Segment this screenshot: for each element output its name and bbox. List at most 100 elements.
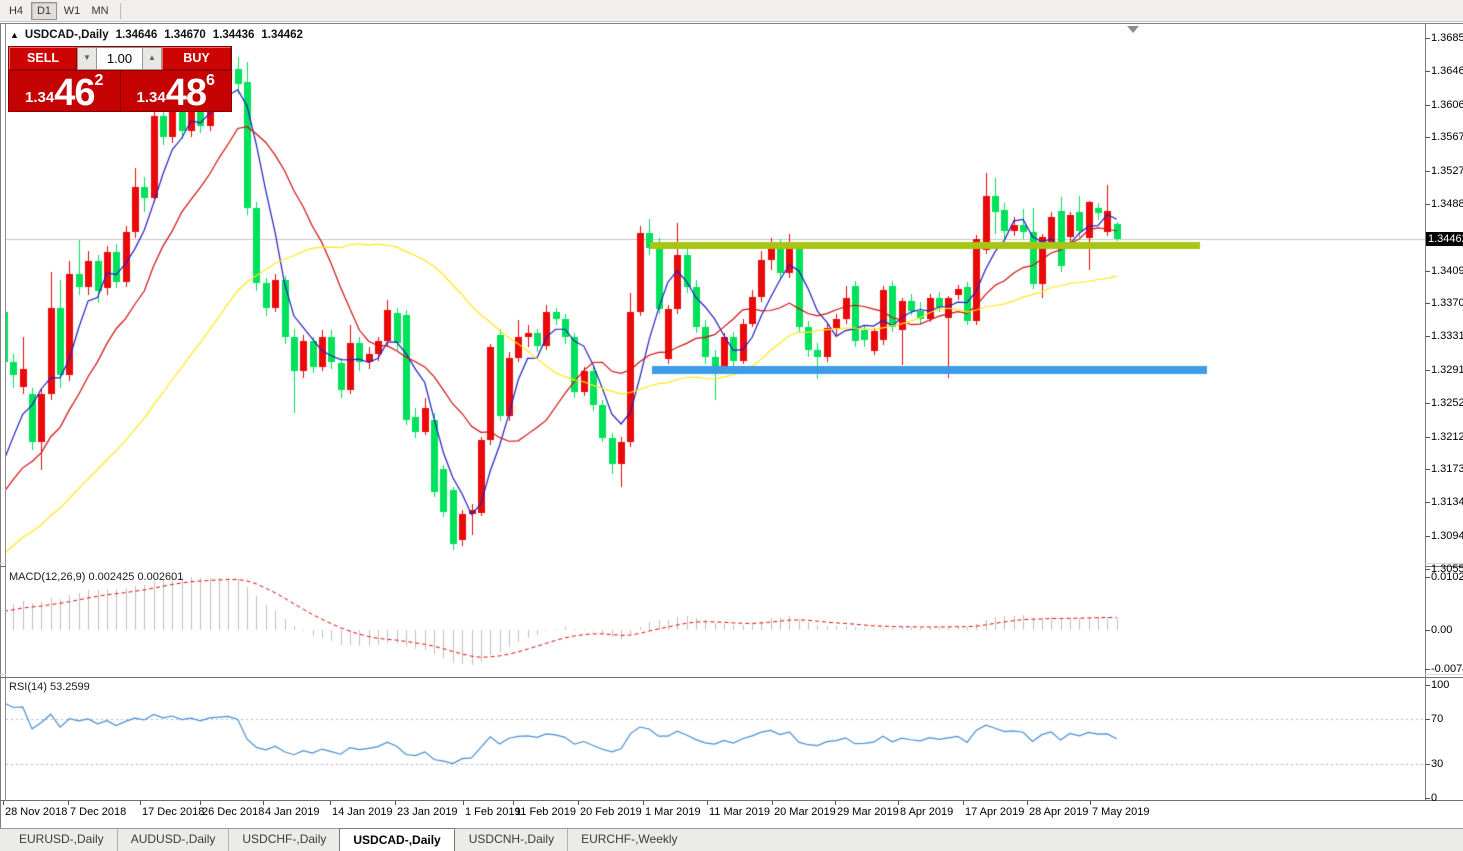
tab-item-audusd-daily[interactable]: AUDUSD-,Daily [116, 829, 229, 851]
macd-axis-label: 0.00 [1431, 624, 1453, 636]
timeframe-toolbar: H4 D1 W1 MN [0, 0, 1463, 22]
date-axis-label: 8 Apr 2019 [900, 806, 954, 818]
date-axis-label: 29 Mar 2019 [837, 806, 899, 818]
price-tick [1425, 336, 1430, 338]
ohlc-close: 1.34462 [261, 29, 303, 41]
date-tick [1027, 801, 1028, 805]
date-axis-label: 1 Feb 2019 [465, 806, 521, 818]
date-axis-label: 4 Jan 2019 [265, 806, 320, 818]
sell-price-pip: 2 [94, 72, 104, 89]
tab-item-eurusd-daily[interactable]: EURUSD-,Daily [19, 832, 104, 846]
price-axis-label: 1.31730 [1431, 463, 1463, 476]
chart-symbol-label: USDCAD-,Daily [24, 29, 109, 41]
date-axis-label: 1 Mar 2019 [645, 806, 701, 818]
rsi-pane-canvas[interactable] [6, 678, 1425, 799]
price-tick [1425, 402, 1430, 404]
sell-price-button[interactable]: 1.34 46 2 [9, 71, 121, 112]
price-axis-label: 1.34880 [1431, 198, 1463, 210]
timeframe-buttons: H4 D1 W1 MN [2, 1, 114, 20]
date-tick [68, 801, 69, 805]
timeframe-button-h4[interactable]: H4 [8, 4, 24, 17]
date-axis-label: 28 Nov 2018 [5, 806, 68, 818]
timeframe-button-d1[interactable]: D1 [31, 1, 57, 20]
toolbar-separator [120, 2, 121, 19]
timeframe-button-mn[interactable]: MN [91, 4, 109, 17]
pane-separator-rsi-dates [0, 800, 1463, 801]
date-tick [898, 801, 899, 805]
volume-decrease-icon[interactable]: ▼ [77, 47, 97, 70]
price-tick [1425, 204, 1430, 205]
date-tick [963, 801, 964, 805]
macd-tick [1425, 668, 1430, 670]
buy-price-pip: 6 [206, 72, 215, 89]
price-axis-label: 1.36060 [1431, 98, 1463, 111]
date-tick [578, 801, 579, 805]
buy-button[interactable]: BUY [162, 47, 231, 70]
tab-item-eurchf-weekly[interactable]: EURCHF-,Weekly [567, 829, 690, 851]
rsi-label: RSI(14) 53.2599 [9, 681, 90, 693]
date-axis-label: 11 Feb 2019 [515, 806, 576, 818]
price-tick [1425, 137, 1430, 139]
price-tick [1425, 502, 1430, 504]
price-axis-label: 1.36850 [1431, 32, 1463, 44]
price-tick [1425, 568, 1430, 570]
rsi-axis-label: 30 [1431, 757, 1444, 770]
rsi-tick [1425, 718, 1430, 720]
chart-shift-marker-icon[interactable] [1127, 26, 1139, 33]
date-axis-label: 17 Apr 2019 [965, 806, 1025, 818]
macd-tick [1425, 577, 1430, 578]
price-axis-label: 1.35670 [1431, 131, 1463, 144]
price-axis-label: 1.36460 [1431, 64, 1463, 77]
date-axis-label: 17 Dec 2018 [142, 806, 205, 818]
ohlc-high: 1.34670 [164, 29, 206, 41]
macd-label: MACD(12,26,9) 0.002425 0.002601 [9, 571, 184, 583]
price-tick [1425, 370, 1430, 372]
collapse-panel-icon[interactable]: ▲ [10, 30, 19, 40]
symbol-tab-bar: EURUSD-,Daily AUDUSD-,Daily USDCHF-,Daily U… [0, 828, 1463, 851]
date-tick [643, 801, 644, 805]
sell-button[interactable]: SELL [9, 47, 77, 70]
buy-price-prefix: 1.34 [136, 89, 166, 106]
date-axis-label: 20 Mar 2019 [774, 806, 836, 818]
rsi-tick [1425, 685, 1430, 686]
chart-window-left-border [0, 23, 1, 828]
price-tick [1425, 436, 1430, 438]
pane-separator-macd-rsi[interactable] [0, 677, 1463, 678]
macd-tick [1425, 630, 1430, 631]
tab-item-usdcad-daily[interactable]: USDCAD-,Daily [339, 828, 455, 851]
volume-increase-icon[interactable]: ▲ [142, 47, 162, 70]
price-tick [1425, 70, 1430, 72]
rsi-axis-label: 100 [1431, 679, 1450, 691]
chart-window-top-border [0, 23, 1463, 24]
date-tick [513, 801, 514, 805]
tab-item-usdchf-daily[interactable]: USDCHF-,Daily [228, 829, 339, 851]
price-axis-label: 1.35270 [1431, 165, 1463, 178]
date-axis-label: 7 Dec 2018 [70, 806, 127, 818]
buy-price-big: 48 [165, 71, 207, 114]
timeframe-button-w1[interactable]: W1 [63, 4, 81, 17]
date-axis-label: 28 Apr 2019 [1029, 806, 1089, 818]
one-click-trading-panel: SELL ▼ 1.00 ▲ BUY 1.34 46 2 1.34 48 6 [8, 46, 232, 112]
date-tick [3, 801, 4, 805]
date-tick [707, 801, 708, 805]
price-tick [1425, 270, 1430, 272]
macd-axis-label: 0.010229 [1431, 571, 1463, 583]
price-tick [1425, 469, 1430, 471]
main-chart-canvas[interactable] [6, 25, 1425, 567]
date-tick [330, 801, 331, 805]
date-tick [463, 801, 464, 805]
volume-input[interactable]: 1.00 [97, 47, 142, 70]
current-price-tag: 1.34462 [1426, 232, 1463, 247]
macd-axis-label: -0.007477 [1431, 662, 1463, 675]
tab-item-usdcnh-daily[interactable]: USDCNH-,Daily [468, 832, 555, 846]
buy-price-button[interactable]: 1.34 48 6 [120, 71, 231, 114]
price-axis-label: 1.30940 [1431, 530, 1463, 543]
price-tick [1425, 303, 1430, 305]
macd-pane-canvas[interactable] [6, 568, 1425, 677]
price-axis-divider [1425, 24, 1426, 800]
date-axis-label: 26 Dec 2018 [202, 806, 265, 818]
price-axis-label: 1.32120 [1431, 430, 1463, 443]
price-axis-label: 1.34090 [1431, 264, 1463, 277]
